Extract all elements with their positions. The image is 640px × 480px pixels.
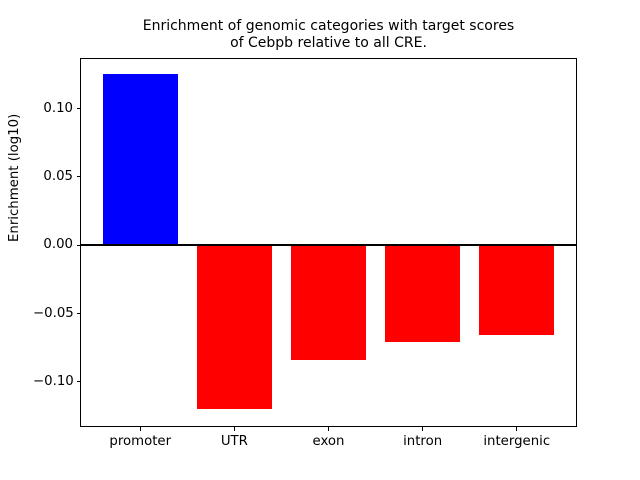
y-tick-mark-0.05 xyxy=(76,176,80,178)
x-tick-mark-exon xyxy=(328,427,329,431)
y-tick-label-−0.10: −0.10 xyxy=(33,373,74,389)
x-tick-label-intergenic: intergenic xyxy=(483,434,551,449)
bar-intergenic xyxy=(479,245,555,336)
bar-UTR xyxy=(196,245,273,410)
x-tick-mark-UTR xyxy=(233,427,235,431)
bar-intron xyxy=(384,245,461,343)
chart-title-line1: Enrichment of genomic categories with ta… xyxy=(142,18,515,34)
y-tick-label-0.00: 0.00 xyxy=(43,237,73,253)
x-tick-label-promoter: promoter xyxy=(109,434,172,449)
x-tick-mark-intergenic xyxy=(516,427,518,431)
y-tick-label-−0.05: −0.05 xyxy=(33,305,74,321)
plot-area xyxy=(80,58,577,427)
x-tick-mark-promoter xyxy=(139,427,141,431)
bar-exon xyxy=(290,245,367,361)
y-tick-mark-0.10 xyxy=(76,108,80,110)
zero-line xyxy=(80,244,577,247)
y-tick-mark-−0.10 xyxy=(76,381,80,383)
bar-promoter xyxy=(102,74,178,246)
y-tick-mark-0.00 xyxy=(76,244,80,246)
x-tick-label-exon: exon xyxy=(312,434,345,449)
x-tick-mark-intron xyxy=(422,427,424,431)
y-tick-mark-−0.05 xyxy=(76,313,80,315)
chart-title-line2: of Cebpb relative to all CRE. xyxy=(230,35,427,51)
x-tick-label-UTR: UTR xyxy=(220,434,248,449)
y-tick-label-0.05: 0.05 xyxy=(43,168,73,184)
chart-title: Enrichment of genomic categories with ta… xyxy=(80,18,577,52)
x-tick-label-intron: intron xyxy=(403,434,443,449)
y-tick-label-0.10: 0.10 xyxy=(43,100,73,116)
